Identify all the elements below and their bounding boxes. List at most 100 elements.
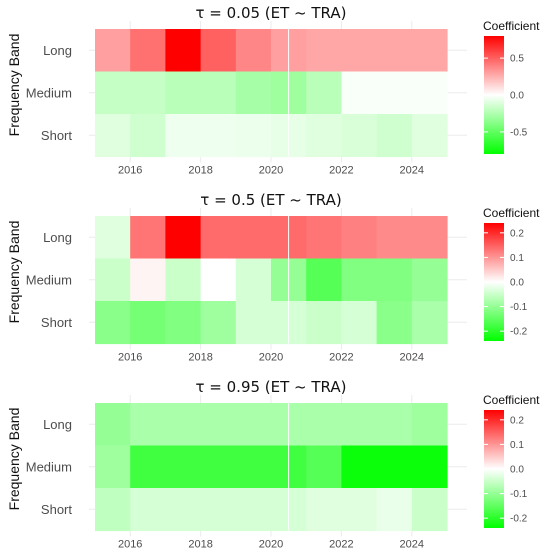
heatmap-cell [130,445,166,489]
heatmap-cell [130,71,166,115]
y-tick-label: Long [43,417,72,432]
y-axis-label-bottom: Frequency Band [6,408,22,511]
x-tick-label: 2020 [259,539,283,551]
heatmap-cell [411,488,448,532]
heatmap-cell [95,445,131,489]
legend-tick-label: 0.0 [510,91,524,102]
legend-title: Coefficient [483,206,540,220]
x-tick-label: 2016 [118,352,142,364]
heatmap-cell [341,403,378,447]
heatmap-cell [95,114,131,158]
x-tick-label: 2018 [188,165,212,177]
legend-tick-label: -0.2 [510,514,528,525]
heatmap-cell [165,301,202,345]
heatmap-cell [341,258,378,302]
heatmap-cell [95,29,131,73]
heatmap-cell [200,71,237,115]
heatmap-cell [341,114,378,158]
heatmap-cell [411,445,448,489]
x-tick-label: 2022 [329,165,353,177]
heatmap-cell [306,488,342,532]
heatmap-cell [165,488,202,532]
legend-title: Coefficient [483,19,540,33]
heatmap-cell [341,445,378,489]
heatmap-cell [376,29,413,73]
x-tick-label: 2016 [118,165,142,177]
heatmap-cell [165,258,202,302]
legend-tick-label: 0.2 [510,228,524,239]
heatmap-cell [200,258,237,302]
legend-tick-label: -0.5 [510,127,528,138]
heatmap-panel-3: τ = 0.95 (ET ~ TRA) Long Medium Short 2016 20… [26,378,540,551]
heatmap-cell [376,258,413,302]
y-tick-label: Long [43,230,72,245]
heatmap-cell [95,301,131,345]
legend-tick-label: 0.1 [510,440,524,451]
heatmap-cell [130,114,166,158]
heatmap-cell [165,114,202,158]
legend-tick-label: 0.2 [510,415,524,426]
x-tick-label: 2022 [329,352,353,364]
heatmap-cell [165,71,202,115]
heatmap-cell [235,114,272,158]
y-tick-label: Short [41,128,72,143]
y-tick-label: Medium [26,85,72,100]
legend-tick-label: -0.1 [510,489,528,500]
heatmap-cell [306,216,342,260]
heatmap-cell [376,445,413,489]
legend-tick-label: -0.2 [510,327,528,338]
heatmap-cell [376,71,413,115]
heatmap-cell [95,258,131,302]
heatmap-cell [306,258,342,302]
x-tick-label: 2024 [400,539,424,551]
x-tick-label: 2020 [259,165,283,177]
heatmap-cell [130,301,166,345]
heatmap-cell [165,29,202,73]
heatmap-cell [200,216,237,260]
heatmap-cell [411,216,448,260]
heatmap-cell [235,445,272,489]
heatmap-cell [376,301,413,345]
x-tick-label: 2018 [188,352,212,364]
y-tick-label: Short [41,315,72,330]
heatmap-cell [165,216,202,260]
heatmap-cell [95,488,131,532]
heatmap-cell [95,403,131,447]
legend-title: Coefficient [483,393,540,407]
heatmap-cell [200,488,237,532]
heatmap-cell [200,114,237,158]
y-tick-label: Short [41,502,72,517]
legend-tick-label: 0.1 [510,253,524,264]
heatmap-cell [235,403,272,447]
x-tick-label: 2024 [400,352,424,364]
panel-title: τ = 0.05 (ET ~ TRA) [196,4,347,22]
heatmap-cell [411,258,448,302]
heatmap-cell [95,216,131,260]
heatmap-cell [235,258,272,302]
heatmap-cell [306,301,342,345]
panel-title: τ = 0.5 (ET ~ TRA) [200,191,341,209]
x-tick-label: 2018 [188,539,212,551]
heatmap-cell [411,403,448,447]
heatmap-cell [306,403,342,447]
heatmap-cell [130,216,166,260]
heatmap-cell [411,114,448,158]
legend-tick-label: 0.0 [510,465,524,476]
heatmap-cell [235,488,272,532]
y-tick-label: Medium [26,272,72,287]
x-tick-label: 2016 [118,539,142,551]
panel-title: τ = 0.95 (ET ~ TRA) [196,378,347,396]
heatmap-cell [165,403,202,447]
heatmap-cell [376,216,413,260]
heatmap-cell [200,301,237,345]
heatmap-cell [306,114,342,158]
heatmap-cell [95,71,131,115]
heatmap-cell [165,445,202,489]
heatmap-cell [130,403,166,447]
heatmap-cell [306,445,342,489]
heatmap-cell [341,216,378,260]
heatmap-cell [376,403,413,447]
x-tick-label: 2024 [400,165,424,177]
heatmap-cell [235,216,272,260]
